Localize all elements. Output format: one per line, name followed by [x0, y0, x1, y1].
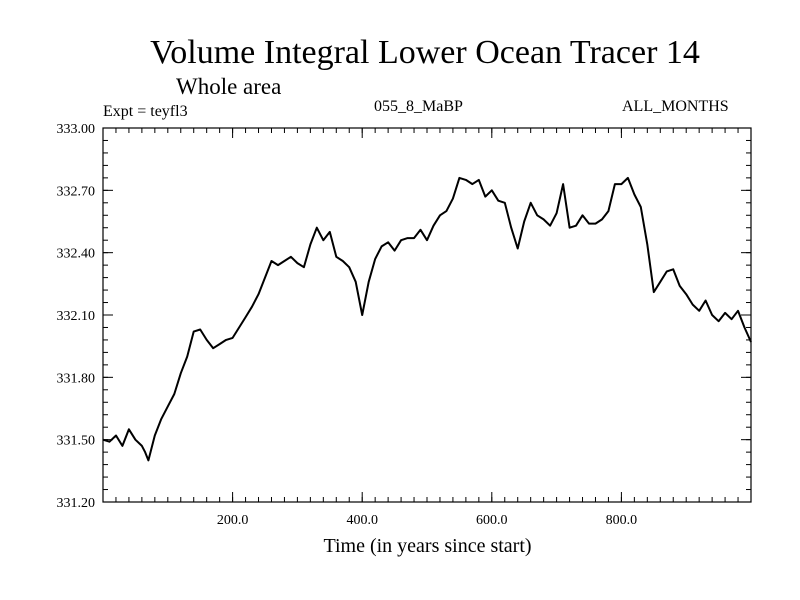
x-axis-label: Time (in years since start) [323, 535, 532, 557]
x-tick-label: 600.0 [476, 513, 508, 528]
x-tick-label: 200.0 [217, 513, 249, 528]
y-tick-label: 331.80 [57, 371, 96, 386]
plot-frame [102, 127, 752, 503]
y-tick-label: 333.00 [57, 122, 96, 137]
experiment-label: Expt = teyfl3 [103, 103, 188, 120]
x-tick-label: 800.0 [606, 513, 638, 528]
months-label: ALL_MONTHS [622, 98, 729, 115]
y-tick-label: 332.40 [57, 247, 96, 262]
y-tick-label: 331.20 [57, 496, 96, 511]
y-tick-label: 332.70 [57, 184, 96, 199]
period-label: 055_8_MaBP [374, 98, 463, 115]
chart-title: Volume Integral Lower Ocean Tracer 14 [150, 34, 700, 71]
y-tick-label: 331.50 [57, 434, 96, 449]
series-line [102, 176, 752, 462]
y-tick-label: 332.10 [57, 309, 96, 324]
x-tick-label: 400.0 [346, 513, 378, 528]
chart-subtitle: Whole area [176, 74, 282, 99]
